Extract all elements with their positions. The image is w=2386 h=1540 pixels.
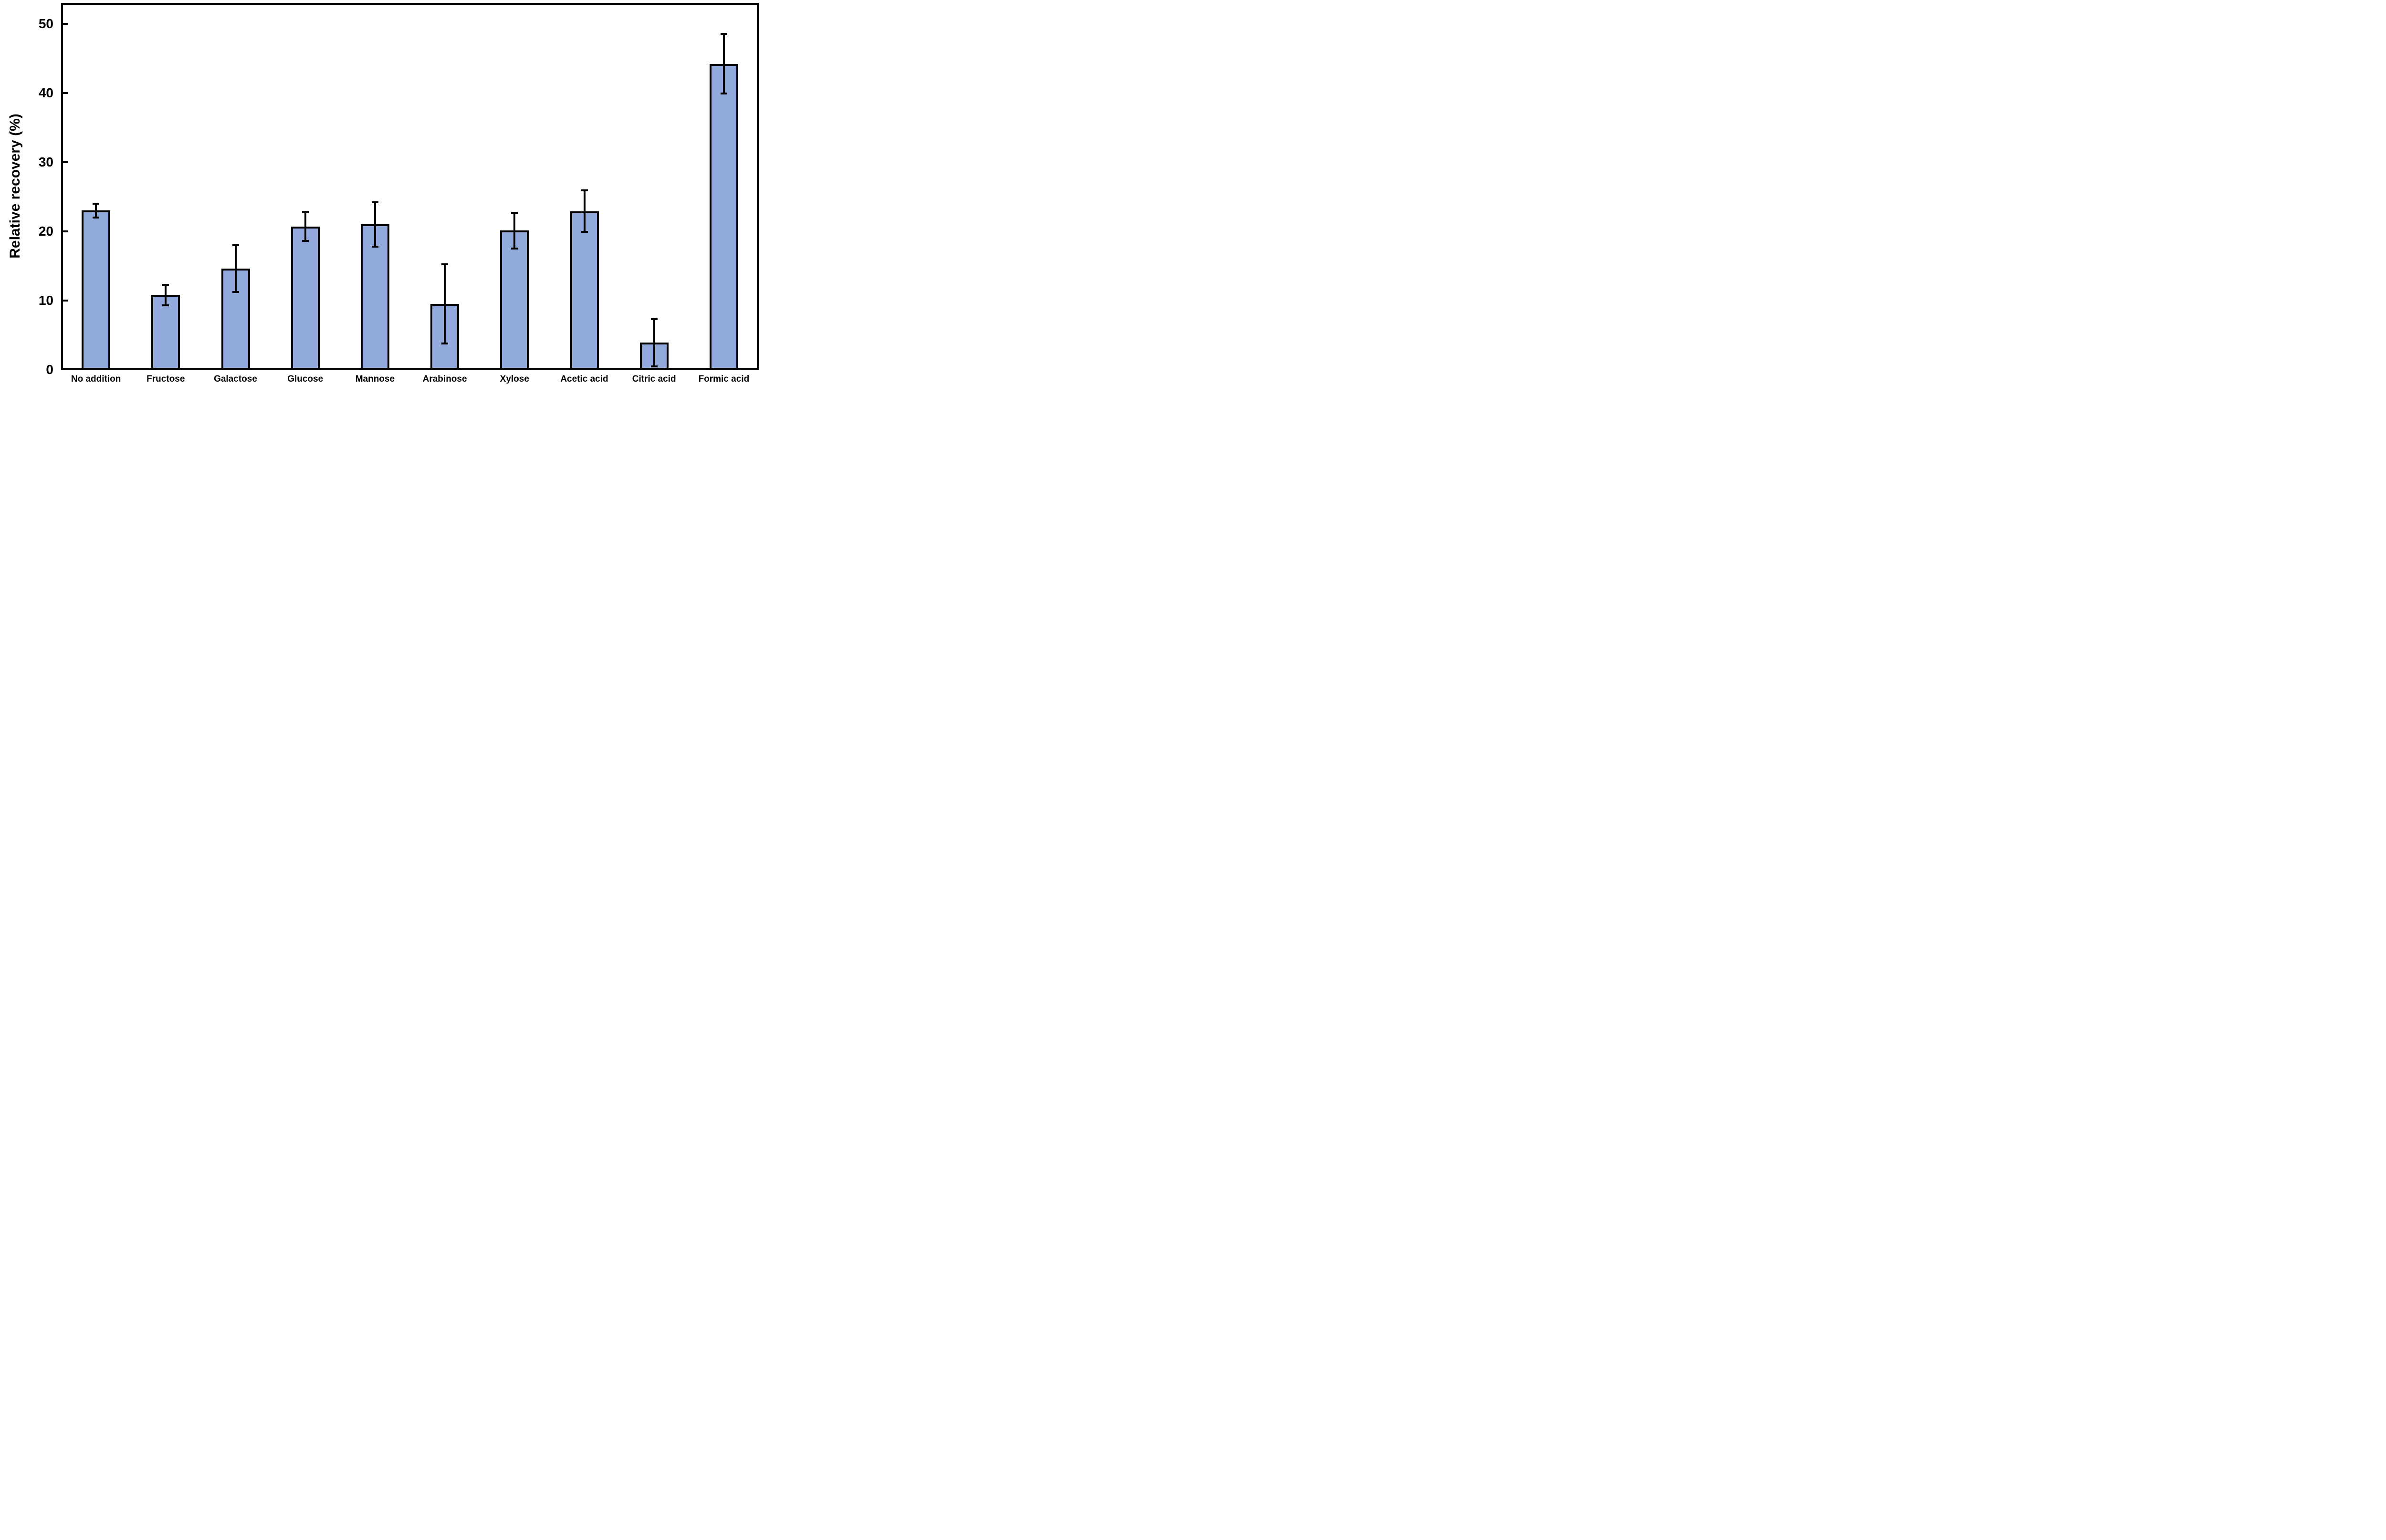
error-cap-bottom-galactose [232,291,239,293]
y-axis-tick-50 [63,22,68,25]
error-bar-fructose [165,284,167,306]
bar-acetic-acid [570,211,599,370]
y-axis-tick-30 [63,161,68,163]
y-tick-label-0: 0 [46,362,53,377]
error-cap-bottom-no-addition [93,216,100,219]
error-cap-bottom-fructose [162,304,169,307]
y-tick-label-50: 50 [38,16,53,31]
bar-glucose [291,226,320,370]
error-cap-top-glucose [302,211,309,213]
error-cap-bottom-mannose [371,245,378,248]
error-cap-top-citric-acid [650,318,658,321]
x-tick-label-citric-acid: Citric acid [632,374,676,384]
x-tick-label-formic-acid: Formic acid [698,374,750,384]
error-cap-top-acetic-acid [581,189,588,192]
bar-chart-figure: Relative recovery (%) 0 10 20 30 40 50 No addi… [0,0,761,385]
error-cap-bottom-formic-acid [720,93,727,95]
y-axis-tick-20 [63,230,68,232]
error-bar-formic-acid [722,34,725,94]
error-cap-bottom-acetic-acid [581,231,588,233]
y-axis-tick-40 [63,92,68,94]
error-bar-acetic-acid [583,190,586,232]
error-cap-top-galactose [232,244,239,246]
x-tick-label-glucose: Glucose [287,374,324,384]
error-cap-bottom-citric-acid [650,365,658,367]
y-axis-title: Relative recovery (%) [7,113,23,259]
error-cap-bottom-xylose [511,248,518,250]
x-tick-label-no-addition: No addition [71,374,121,384]
x-tick-label-mannose: Mannose [355,374,395,384]
error-cap-top-fructose [162,283,169,286]
error-cap-top-formic-acid [720,33,727,35]
error-cap-bottom-glucose [302,240,309,242]
error-cap-top-arabinose [441,263,449,266]
x-tick-label-fructose: Fructose [147,374,185,384]
x-tick-label-xylose: Xylose [500,374,529,384]
bar-no-addition [82,210,111,370]
y-tick-label-40: 40 [38,85,53,100]
y-tick-label-30: 30 [38,154,53,169]
x-tick-label-acetic-acid: Acetic acid [560,374,608,384]
bar-xylose [500,230,529,370]
error-bar-galactose [234,245,237,292]
error-cap-top-no-addition [93,202,100,205]
error-cap-top-xylose [511,211,518,214]
error-bar-arabinose [444,264,446,343]
error-bar-xylose [513,212,516,249]
error-bar-mannose [374,202,376,247]
error-cap-top-mannose [371,201,378,203]
bar-fructose [151,295,180,370]
y-tick-label-20: 20 [38,223,53,239]
x-tick-label-galactose: Galactose [214,374,257,384]
error-bar-no-addition [95,203,97,218]
error-bar-glucose [304,212,306,241]
bar-mannose [360,224,389,370]
error-cap-bottom-arabinose [441,342,449,344]
bar-formic-acid [709,63,738,370]
x-tick-label-arabinose: Arabinose [422,374,467,384]
error-bar-citric-acid [653,319,655,366]
y-axis-tick-10 [63,299,68,302]
y-tick-label-10: 10 [38,292,53,308]
